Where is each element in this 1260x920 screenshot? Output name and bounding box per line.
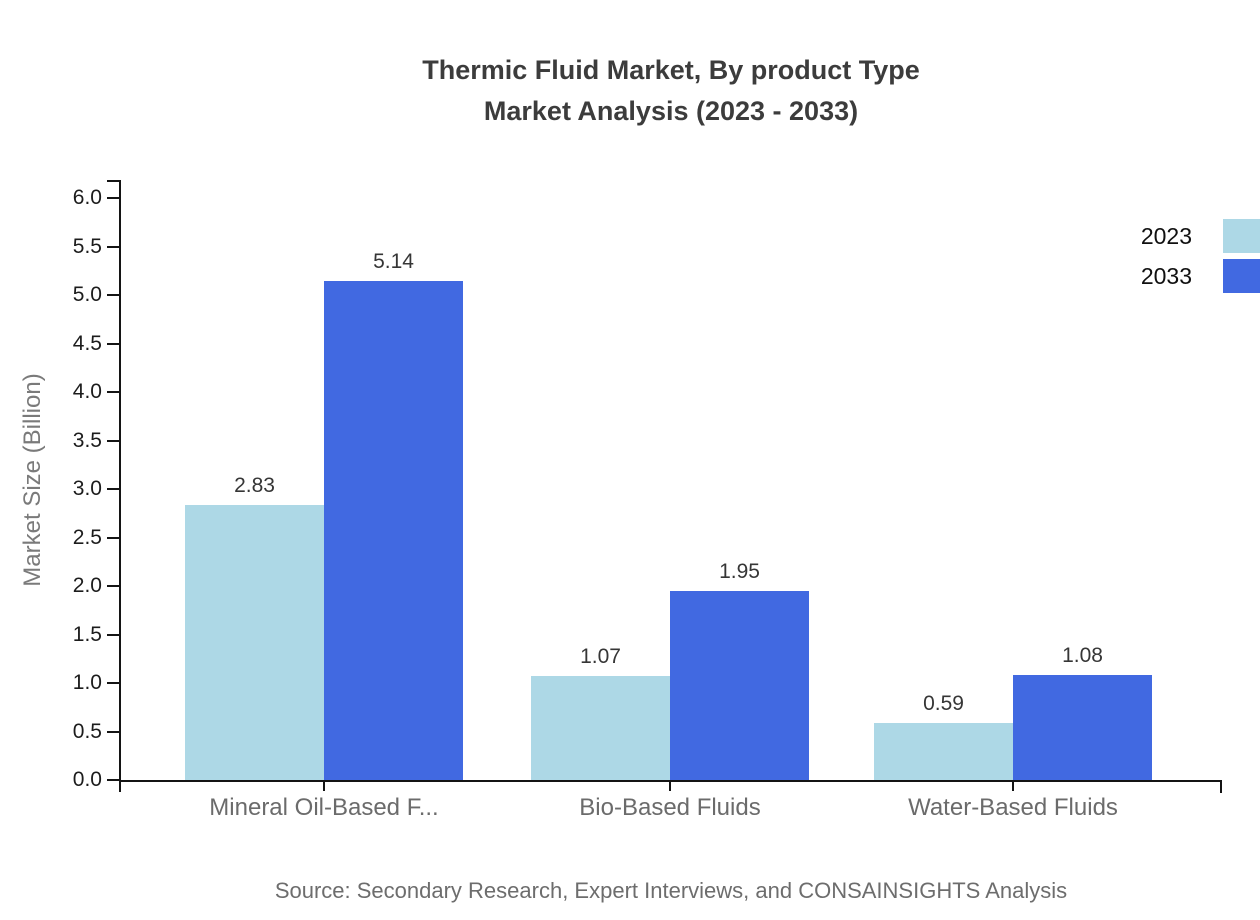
y-tick [107, 488, 119, 490]
y-tick [107, 585, 119, 587]
legend: 2023 2033 [1141, 219, 1260, 299]
y-axis-title: Market Size (Billion) [19, 373, 46, 587]
value-label: 1.07 [580, 645, 621, 669]
y-tick [107, 197, 119, 199]
x-axis-category-label: Water-Based Fluids [908, 794, 1118, 821]
x-axis-end-cap [1220, 780, 1222, 793]
y-tick-label: 4.5 [72, 331, 102, 355]
bar-2023-2 [531, 676, 670, 780]
y-tick [107, 730, 119, 733]
chart-title-line2: Market Analysis (2023 - 2033) [483, 96, 859, 126]
y-tick-label: 3.0 [72, 477, 102, 500]
source-note: Source: Secondary Research, Expert Inter… [274, 878, 1068, 903]
bar-2033-2 [670, 590, 809, 780]
chart-title: Thermic Fluid Market, By product Type Ma… [120, 50, 1222, 132]
y-tick [107, 633, 119, 636]
bar-2023-1 [185, 505, 324, 780]
y-tick [107, 536, 119, 539]
y-tick-label: 5.0 [72, 283, 102, 306]
value-label: 1.08 [1062, 644, 1103, 668]
bar-2033-1 [324, 281, 463, 780]
legend-label: 2023 [1140, 222, 1192, 249]
y-axis-line [119, 181, 121, 792]
y-tick-label: 1.5 [72, 622, 102, 646]
y-tick [107, 779, 119, 781]
y-tick-label: 2.0 [72, 574, 102, 597]
y-tick [107, 391, 119, 393]
y-axis-top-cap [107, 180, 121, 182]
legend-swatch [1223, 219, 1260, 253]
y-tick [107, 294, 119, 296]
value-label: 0.59 [923, 691, 964, 715]
bar-2033-3 [1013, 675, 1152, 780]
value-label: 5.14 [373, 250, 414, 274]
value-label: 1.95 [719, 559, 760, 583]
y-tick-label: 1.0 [72, 671, 102, 694]
y-tick [107, 682, 119, 684]
legend-swatch [1223, 259, 1260, 293]
y-tick [107, 439, 119, 442]
value-label: 2.83 [234, 474, 275, 498]
legend-item-2033: 2033 [1141, 259, 1260, 293]
x-axis-category-label: Bio-Based Fluids [579, 794, 761, 821]
x-axis-line [119, 780, 1222, 782]
legend-item-2023: 2023 [1141, 219, 1260, 253]
y-tick-label: 5.5 [72, 234, 102, 258]
y-tick [107, 245, 119, 248]
legend-label: 2033 [1140, 262, 1192, 289]
y-tick-label: 3.5 [72, 428, 102, 452]
x-tick [323, 782, 325, 791]
chart-title-line1: Thermic Fluid Market, By product Type [422, 55, 920, 85]
y-tick-label: 0.5 [72, 719, 102, 743]
x-tick [1012, 782, 1014, 791]
y-tick-label: 4.0 [72, 380, 102, 403]
x-tick [669, 782, 671, 791]
y-tick-label: 2.5 [72, 525, 102, 549]
bar-2023-3 [874, 722, 1013, 780]
y-tick-label: 6.0 [72, 186, 102, 209]
x-axis-category-label: Mineral Oil-Based F... [209, 794, 439, 821]
y-tick [107, 342, 119, 345]
y-tick-label: 0.0 [72, 768, 102, 791]
